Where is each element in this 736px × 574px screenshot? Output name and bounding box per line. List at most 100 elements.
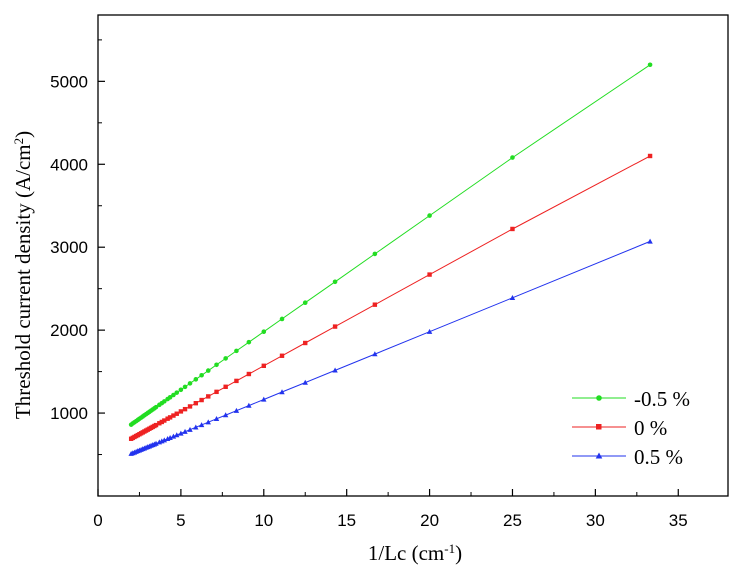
data-point — [178, 387, 184, 393]
data-point — [246, 339, 252, 345]
data-point — [234, 348, 239, 354]
data-point — [332, 324, 338, 329]
data-point — [510, 155, 515, 160]
y-tick-label: 4000 — [50, 155, 88, 174]
data-point — [178, 409, 184, 414]
data-point — [153, 404, 159, 410]
data-point — [206, 394, 211, 399]
data-point — [178, 430, 184, 436]
y-tick-label: 5000 — [50, 72, 88, 91]
data-point — [170, 433, 177, 439]
x-tick-label: 0 — [93, 511, 102, 530]
data-point — [187, 404, 193, 409]
legend-marker-neg05 — [596, 395, 602, 401]
data-point — [647, 238, 653, 244]
data-point — [193, 401, 199, 406]
data-point — [182, 406, 188, 412]
data-point — [332, 367, 338, 373]
data-point — [182, 428, 188, 434]
data-point — [509, 294, 516, 300]
x-tick-label: 5 — [176, 511, 185, 530]
data-point — [174, 432, 180, 438]
data-point — [279, 389, 285, 395]
x-tick-label: 15 — [337, 511, 356, 530]
data-point — [162, 399, 167, 404]
data-point — [214, 389, 219, 395]
data-point — [332, 279, 338, 285]
data-point — [372, 351, 378, 357]
data-point — [302, 379, 308, 385]
data-point — [153, 422, 159, 428]
data-point — [222, 412, 229, 418]
legend-label-0: 0 % — [634, 416, 667, 440]
data-point — [647, 62, 653, 68]
y-tick-label: 2000 — [50, 321, 88, 340]
data-point — [302, 300, 308, 305]
series-1 — [128, 153, 653, 441]
data-point — [233, 407, 240, 413]
data-point — [510, 226, 515, 232]
data-point — [162, 418, 167, 423]
data-point — [234, 378, 239, 384]
data-point — [153, 440, 159, 446]
data-point — [157, 421, 162, 426]
data-point — [174, 390, 180, 395]
data-point — [214, 362, 219, 368]
data-point — [223, 356, 228, 361]
y-axis-ticks: 1000 2000 3000 4000 5000 — [50, 39, 105, 456]
data-point — [161, 437, 168, 443]
x-tick-label: 10 — [254, 511, 273, 530]
data-point — [213, 415, 220, 421]
data-point — [261, 363, 266, 368]
data-point — [426, 328, 433, 334]
data-point — [279, 316, 285, 322]
data-point — [159, 419, 165, 425]
data-point — [427, 213, 432, 218]
data-point — [199, 397, 204, 403]
data-point — [167, 434, 173, 440]
data-point — [372, 251, 378, 257]
data-point — [171, 413, 176, 418]
data-point — [199, 372, 204, 378]
data-point — [167, 395, 173, 400]
data-point — [372, 302, 378, 307]
legend-entry-0: 0 % — [572, 416, 667, 440]
data-point — [205, 419, 211, 425]
x-tick-label: 20 — [420, 511, 439, 530]
y-tick-label: 1000 — [50, 404, 88, 423]
legend: -0.5 % 0 % 0.5 % — [572, 387, 690, 469]
series-layer — [128, 62, 653, 456]
data-point — [193, 424, 199, 430]
data-point — [187, 381, 193, 386]
data-point — [198, 422, 205, 428]
data-point — [182, 384, 188, 390]
legend-label-05: 0.5 % — [634, 445, 683, 469]
plot-frame — [97, 14, 729, 497]
data-point — [246, 371, 252, 377]
x-tick-label: 30 — [586, 511, 605, 530]
x-axis-ticks: 0 5 10 15 20 25 30 35 — [93, 489, 688, 530]
x-tick-label: 35 — [669, 511, 688, 530]
legend-marker-0 — [596, 424, 602, 430]
data-point — [165, 416, 170, 421]
data-point — [279, 353, 285, 358]
data-point — [261, 329, 267, 335]
series-0 — [128, 62, 653, 427]
data-point — [261, 396, 267, 402]
data-point — [427, 272, 432, 277]
legend-marker-05 — [595, 452, 603, 459]
series-2 — [128, 238, 653, 456]
legend-entry-05: 0.5 % — [572, 445, 683, 469]
data-point — [167, 415, 173, 420]
x-axis-title: 1/Lc (cm-1) — [368, 541, 462, 566]
data-point — [187, 426, 193, 432]
y-tick-label: 3000 — [50, 238, 88, 257]
legend-entry-neg05: -0.5 % — [572, 387, 690, 411]
data-point — [174, 411, 179, 416]
x-tick-label: 25 — [503, 511, 522, 530]
data-point — [193, 377, 199, 382]
data-point — [205, 368, 211, 373]
data-point — [223, 384, 228, 389]
legend-label-neg05: -0.5 % — [634, 387, 690, 411]
